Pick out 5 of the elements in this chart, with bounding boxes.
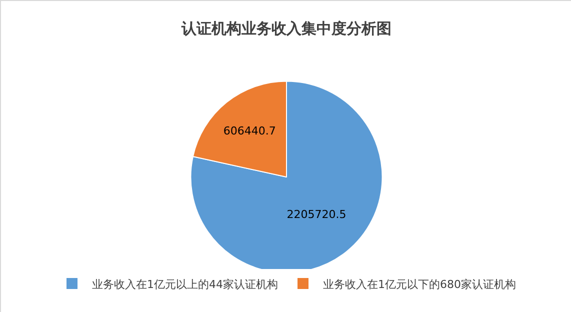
- data-label: 606440.7: [223, 124, 276, 138]
- data-label: 2205720.5: [286, 208, 346, 221]
- chart-title: 认证机构业务收入集中度分析图: [180, 19, 392, 38]
- legend-label: 业务收入在1亿元以下的680家认证机构: [323, 278, 516, 291]
- legend-label: 业务收入在1亿元以上的44家认证机构: [92, 278, 278, 291]
